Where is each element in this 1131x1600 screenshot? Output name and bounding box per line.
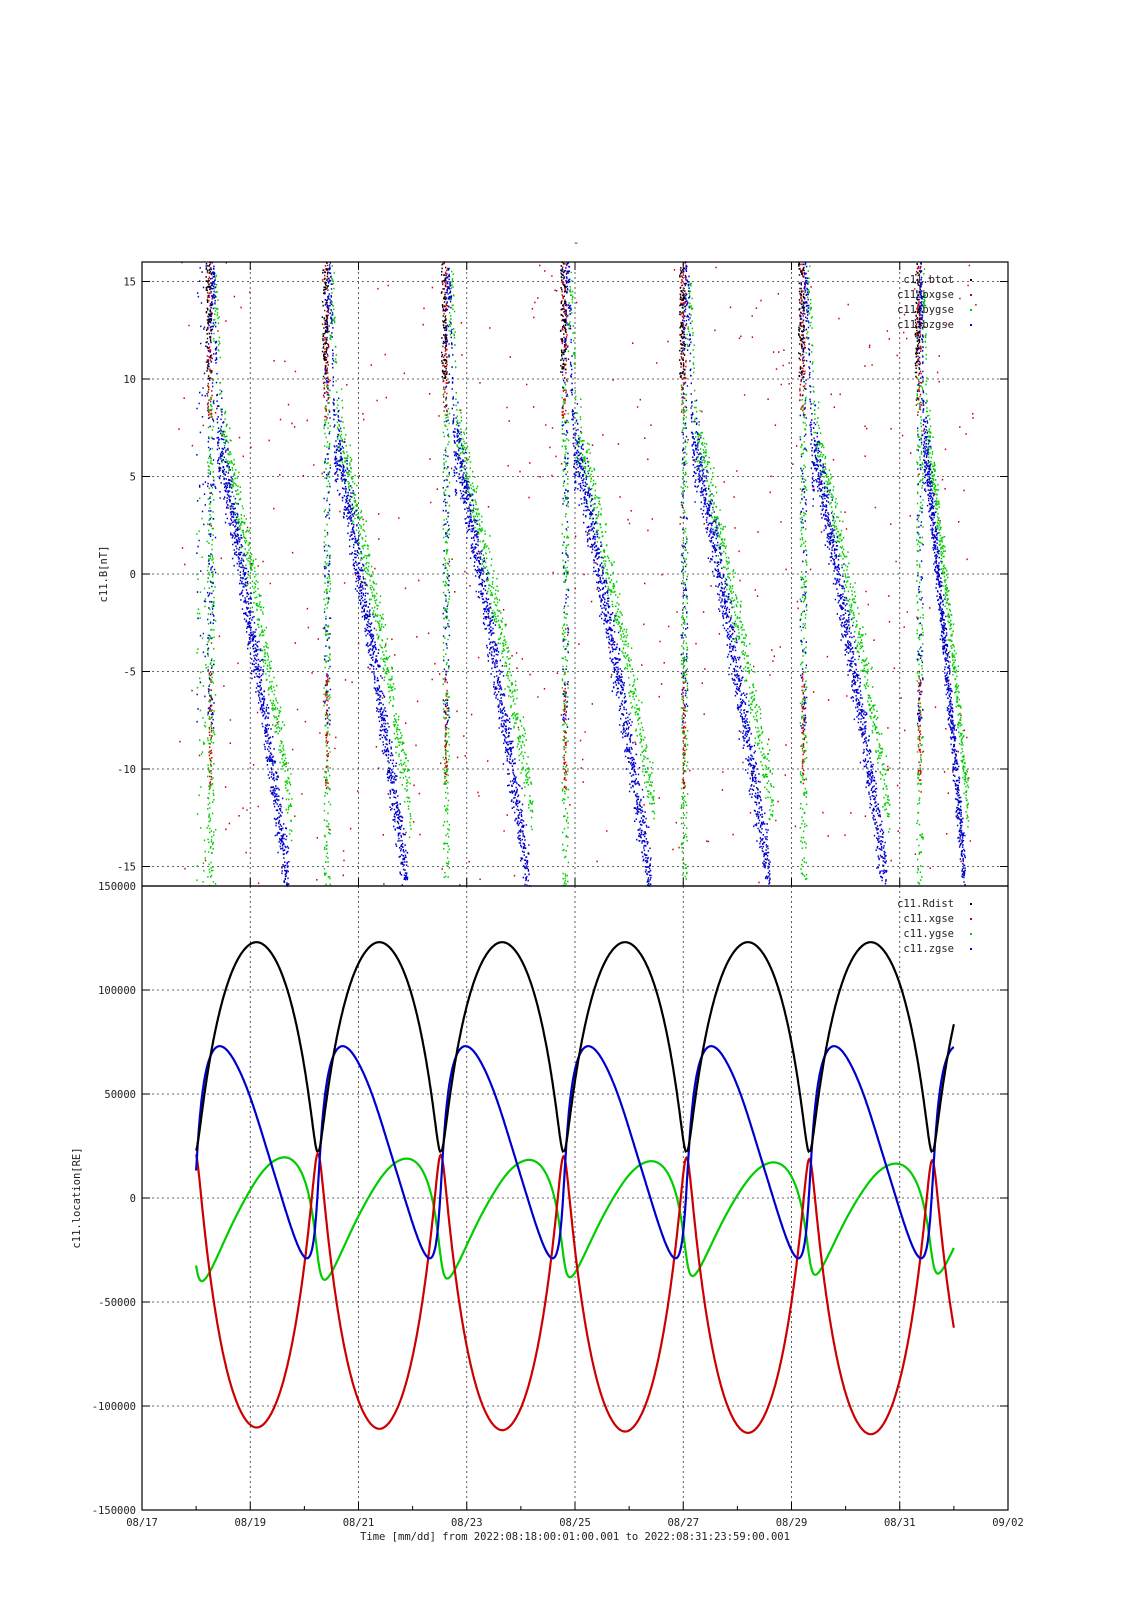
legend-marker-bxgse <box>970 294 972 296</box>
panel2-y-tick-label: 50000 <box>104 1089 136 1101</box>
legend-marker-ygse <box>970 933 972 935</box>
legend-marker-Rdist <box>970 903 972 905</box>
panel1-y-ticks: 15 10 5 0 -5 -10 -15 <box>117 262 1008 886</box>
legend-entry-ygse: c11.ygse <box>903 928 954 940</box>
x-tick-label: 08/25 <box>559 1517 591 1529</box>
panel1-legend: c11.btot c11.bxgse c11.bygse c11.bzgse <box>897 274 972 331</box>
legend-entry-zgse: c11.zgse <box>903 943 954 955</box>
legend-entry-bygse: c11.bygse <box>897 304 954 316</box>
panel1-y-tick-label: -5 <box>123 667 136 679</box>
legend-entry-Rdist: c11.Rdist <box>897 898 954 910</box>
series-btot-points <box>205 261 921 380</box>
x-tick-label: 08/31 <box>884 1517 916 1529</box>
panel2-y-ticks: 150000 100000 50000 0 -50000 -100000 -150000 <box>92 881 1008 1517</box>
x-tick-label: 08/17 <box>126 1517 158 1529</box>
panel2-frame <box>141 885 1009 1511</box>
legend-marker-zgse <box>970 948 972 950</box>
panel1-data <box>178 261 977 887</box>
panel2-y-axis-label: c11.location[RE] <box>71 1147 83 1248</box>
legend-entry-bxgse: c11.bxgse <box>897 289 954 301</box>
panel1-y-tick-label: 5 <box>130 472 136 484</box>
series-zgse-line <box>195 1045 955 1260</box>
magnetic-field-panel: 15 10 5 0 -5 -10 -15 c11.B[nT] c11.btot c11.bxg… <box>98 261 1009 887</box>
panel1-y-tick-label: 15 <box>123 277 136 289</box>
series-bygse-points <box>196 265 970 887</box>
x-tick-label: 08/19 <box>234 1517 266 1529</box>
panel2-y-tick-label: 0 <box>130 1193 136 1205</box>
legend-marker-btot <box>970 279 972 281</box>
x-axis-label: Time [mm/dd] from 2022:08:18:00:01:00.00… <box>360 1531 790 1543</box>
x-tick-label: 08/23 <box>451 1517 483 1529</box>
series-ygse-line <box>195 1156 955 1283</box>
panel2-y-tick-label: -150000 <box>92 1505 136 1517</box>
panel1-y-tick-label: -15 <box>117 862 136 874</box>
x-tick-label: 08/29 <box>776 1517 808 1529</box>
x-tick-label: 08/21 <box>343 1517 375 1529</box>
panel2-data <box>195 941 955 1436</box>
panel2-x-ticks: 08/17 08/19 08/21 08/23 08/25 08/27 08/29 08/31… <box>126 1502 1024 1529</box>
panel2-legend: c11.Rdist c11.xgse c11.ygse c11.zgse <box>897 898 972 955</box>
panel2-y-tick-label: 150000 <box>98 881 136 893</box>
panel1-y-axis-label: c11.B[nT] <box>98 546 110 603</box>
legend-entry-xgse: c11.xgse <box>903 913 954 925</box>
legend-marker-bzgse <box>970 324 972 326</box>
series-bzgse-points <box>196 261 966 887</box>
legend-entry-bzgse: c11.bzgse <box>897 319 954 331</box>
legend-entry-btot: c11.btot <box>903 274 954 286</box>
panel2-y-tick-label: 100000 <box>98 985 136 997</box>
x-tick-label: 09/02 <box>992 1517 1024 1529</box>
panel1-y-tick-label: 0 <box>130 569 136 581</box>
legend-marker-bygse <box>970 309 972 311</box>
top-mark: - <box>573 237 579 249</box>
series-Rdist-line <box>195 941 955 1154</box>
series-xgse-line <box>195 1152 955 1436</box>
location-panel: 150000 100000 50000 0 -50000 -100000 -150000 0… <box>71 881 1024 1543</box>
panel2-grid <box>142 886 1008 1510</box>
panel1-y-tick-label: -10 <box>117 764 136 776</box>
legend-marker-xgse <box>970 918 972 920</box>
panel1-y-tick-label: 10 <box>123 374 136 386</box>
x-tick-label: 08/27 <box>667 1517 699 1529</box>
panel2-y-tick-label: -100000 <box>92 1401 136 1413</box>
panel2-y-tick-label: -50000 <box>98 1297 136 1309</box>
